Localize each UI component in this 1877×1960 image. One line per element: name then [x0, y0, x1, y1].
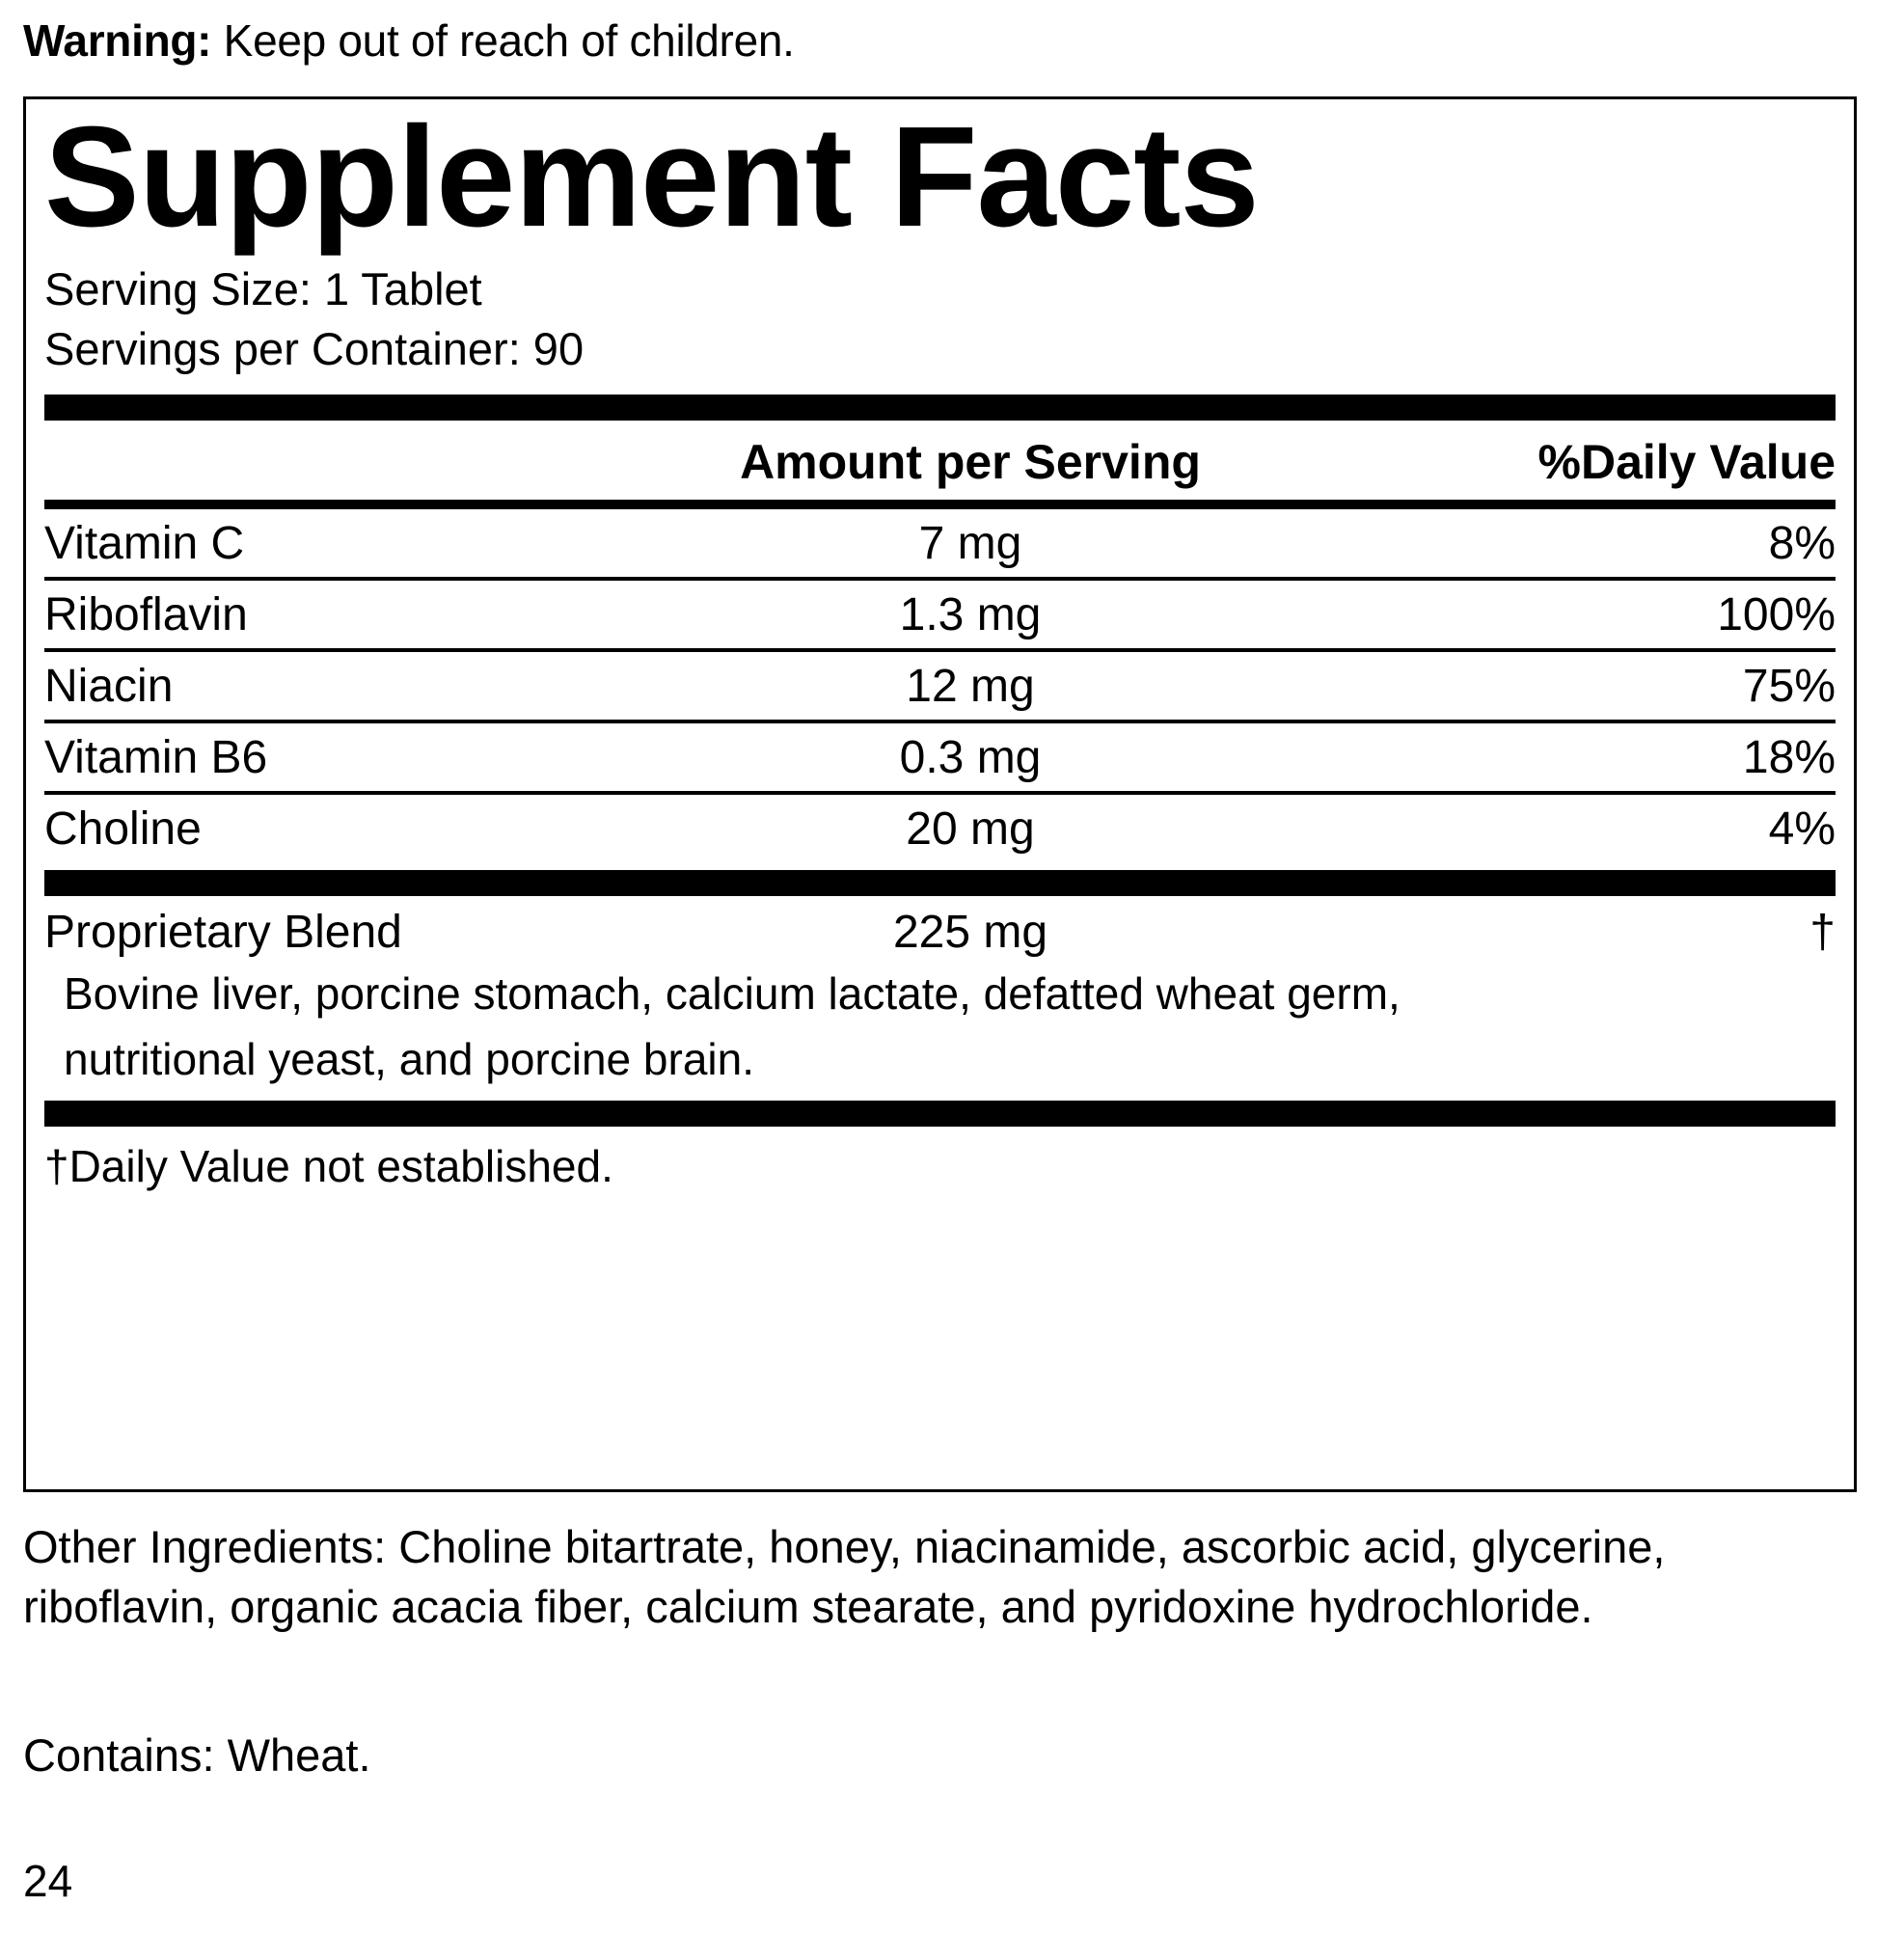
nutrient-daily-value: 18% — [1742, 732, 1836, 783]
table-row: Riboflavin 1.3 mg 100% — [44, 581, 1836, 648]
table-row: Niacin 12 mg 75% — [44, 652, 1836, 720]
table-row: Choline 20 mg 4% — [44, 795, 1836, 862]
nutrient-daily-value: 4% — [1768, 803, 1836, 855]
blend-description-line-2: nutritional yeast, and porcine brain. — [64, 1034, 754, 1084]
daily-value-footnote: †Daily Value not established. — [44, 1141, 613, 1191]
blend-amount: 225 mg — [892, 907, 1048, 958]
row-divider — [44, 720, 1836, 723]
proprietary-blend-row: Proprietary Blend 225 mg † — [44, 896, 1836, 964]
supplement-facts-inner: Supplement Facts Serving Size: 1 Tablet … — [26, 99, 1854, 1489]
rule-under-header — [44, 500, 1836, 509]
nutrient-amount: 0.3 mg — [899, 732, 1042, 783]
nutrient-amount: 7 mg — [918, 518, 1022, 569]
header-daily-value: %Daily Value — [1537, 435, 1836, 489]
warning-text: Keep out of reach of children. — [211, 15, 795, 66]
nutrient-daily-value: 8% — [1768, 518, 1836, 569]
table-row: Vitamin B6 0.3 mg 18% — [44, 723, 1836, 791]
nutrient-amount: 1.3 mg — [899, 589, 1042, 640]
row-divider — [44, 577, 1836, 581]
supplement-facts-title: Supplement Facts — [44, 97, 1260, 257]
nutrient-name: Vitamin C — [44, 518, 245, 569]
table-row: Vitamin C 7 mg 8% — [44, 509, 1836, 577]
nutrient-name: Choline — [44, 803, 202, 855]
blend-description-line-1: Bovine liver, porcine stomach, calcium l… — [64, 968, 1401, 1019]
warning-label: Warning: — [23, 15, 212, 66]
contains-allergen-statement: Contains: Wheat. — [23, 1729, 371, 1781]
nutrient-amount: 12 mg — [906, 661, 1035, 712]
nutrient-daily-value: 100% — [1717, 589, 1836, 640]
table-header-row: Amount per Serving %Daily Value — [44, 421, 1836, 500]
warning-line: Warning: Keep out of reach of children. — [23, 14, 795, 68]
row-divider — [44, 791, 1836, 795]
blend-daily-value: † — [1809, 907, 1836, 958]
blend-name: Proprietary Blend — [44, 907, 402, 958]
header-amount-per-serving: Amount per Serving — [740, 435, 1201, 489]
rule-above-blend — [44, 870, 1836, 896]
other-ingredients: Other Ingredients: Choline bitartrate, h… — [23, 1521, 1666, 1632]
rule-thick-top — [44, 395, 1836, 421]
page-number: 24 — [23, 1856, 73, 1906]
row-divider — [44, 648, 1836, 652]
nutrient-daily-value: 75% — [1742, 661, 1836, 712]
serving-size: Serving Size: 1 Tablet — [44, 263, 482, 314]
nutrient-name: Riboflavin — [44, 589, 248, 640]
supplement-facts-box: Supplement Facts Serving Size: 1 Tablet … — [23, 96, 1857, 1492]
servings-per-container: Servings per Container: 90 — [44, 323, 585, 374]
nutrient-amount: 20 mg — [906, 803, 1035, 855]
rule-above-footnote — [44, 1101, 1836, 1127]
nutrient-name: Niacin — [44, 661, 174, 712]
nutrient-name: Vitamin B6 — [44, 732, 268, 783]
